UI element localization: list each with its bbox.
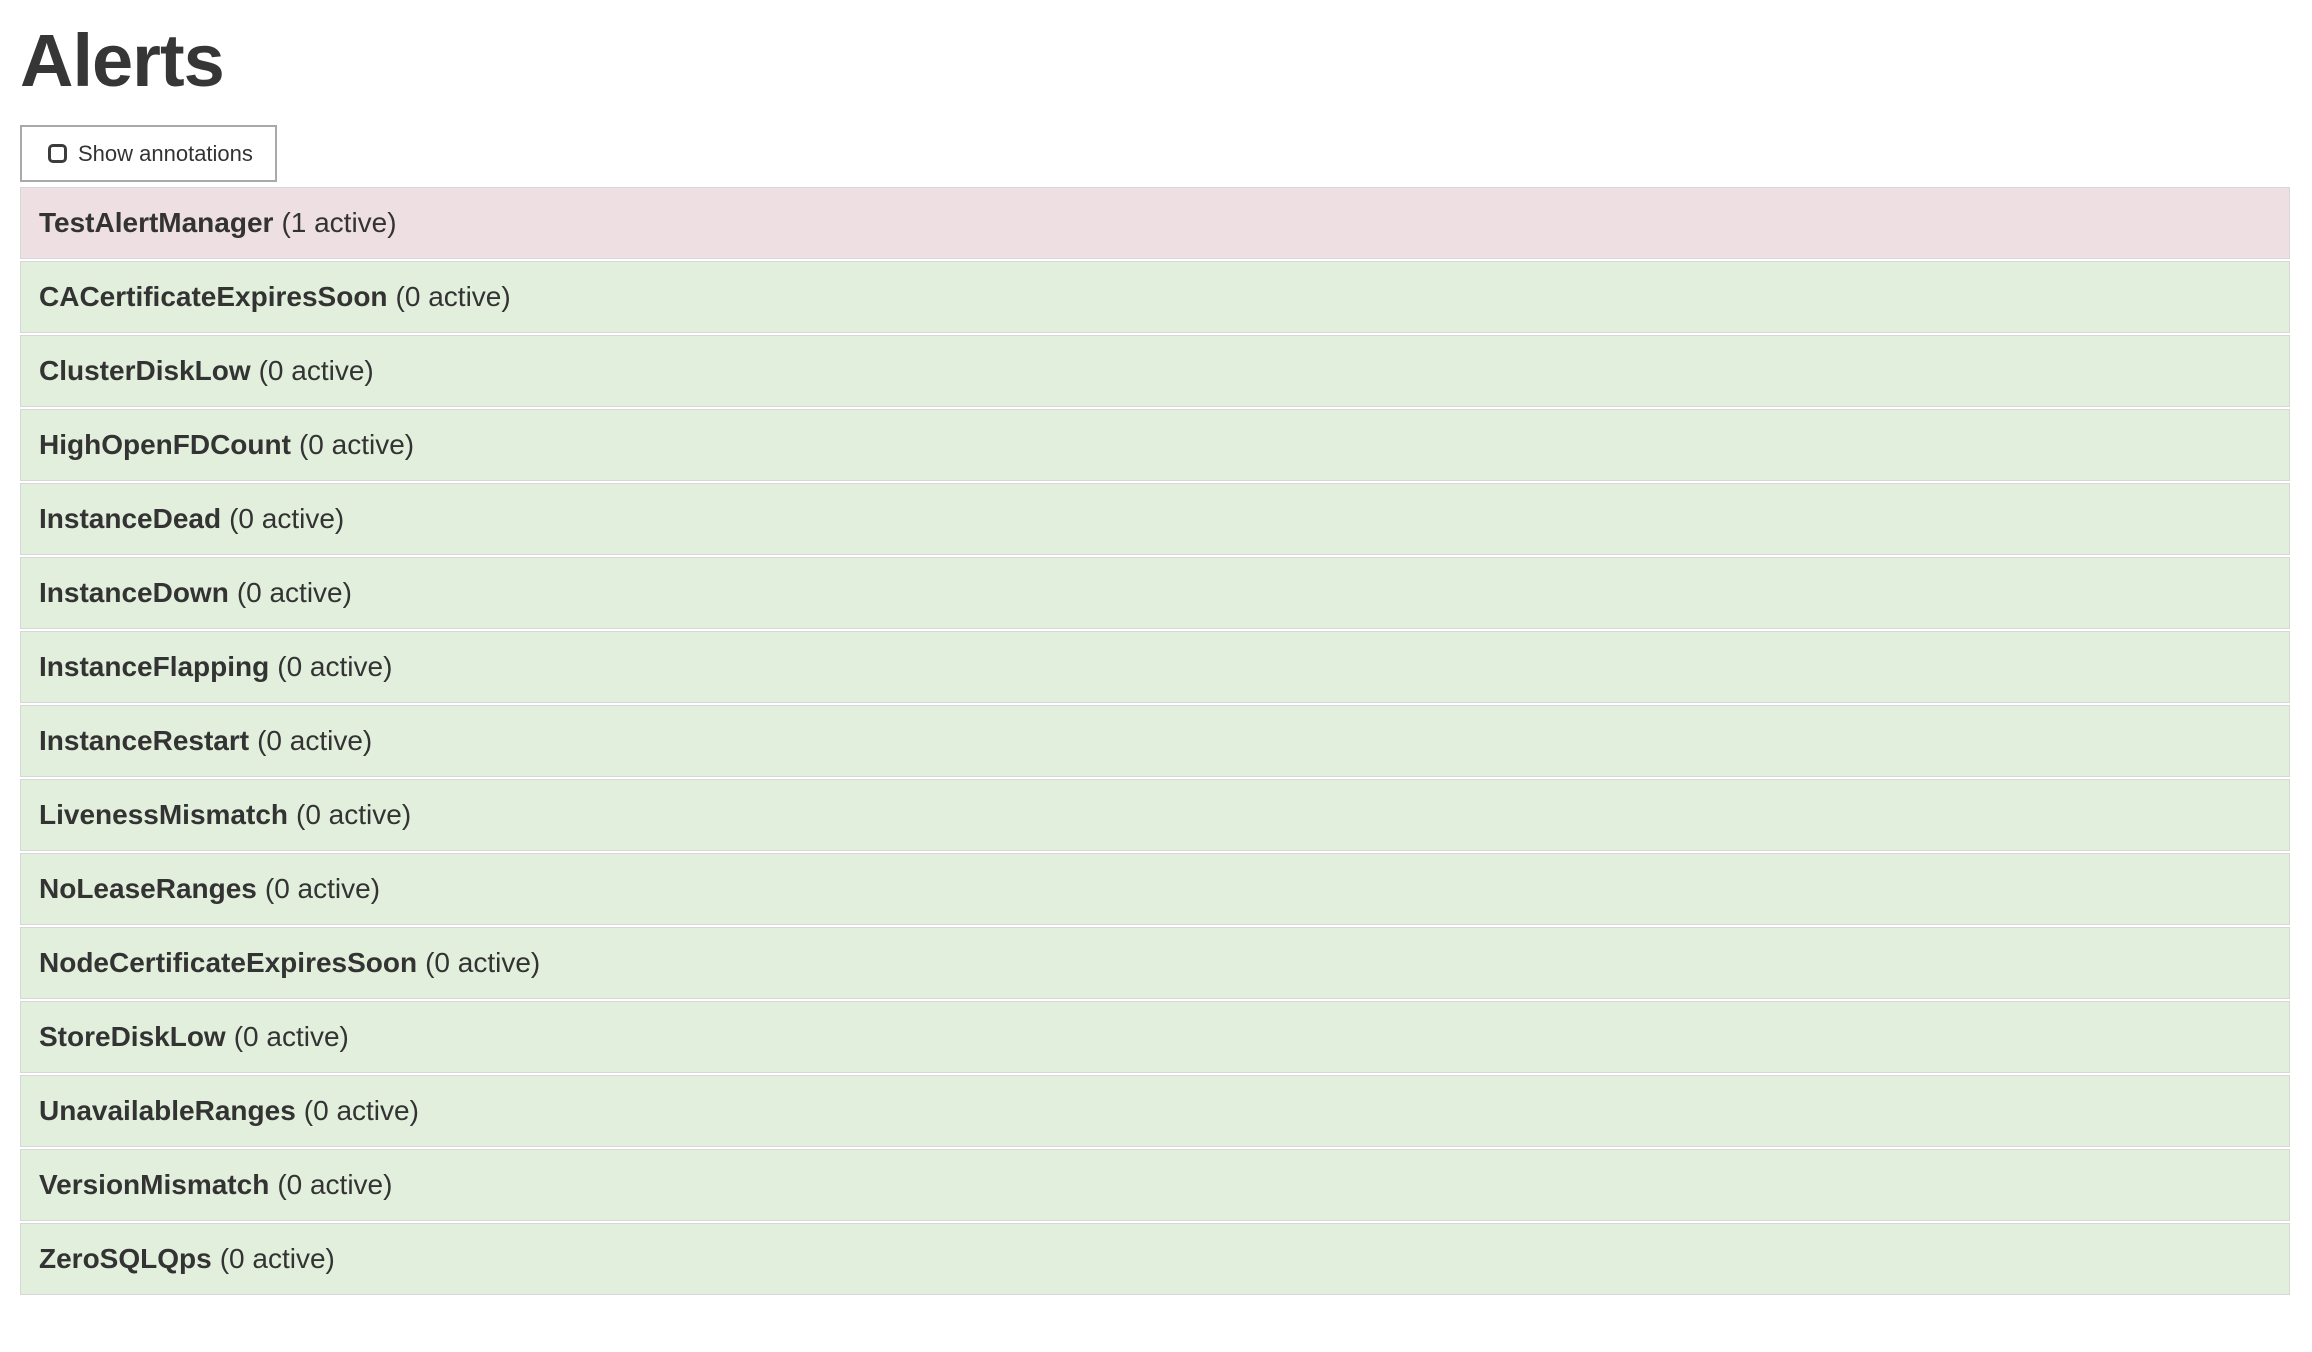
alert-count: (0 active): [264, 873, 381, 905]
alert-count: (0 active): [425, 947, 541, 979]
alert-count: (1 active): [281, 207, 397, 239]
alert-count: (0 active): [258, 355, 374, 387]
alert-row[interactable]: StoreDiskLow (0 active): [20, 1001, 2290, 1074]
alert-row[interactable]: HighOpenFDCount (0 active): [20, 409, 2290, 482]
checkbox-icon[interactable]: [48, 144, 67, 164]
alert-name: NodeCertificateExpiresSoon: [39, 947, 418, 979]
alert-row[interactable]: InstanceRestart (0 active): [20, 705, 2290, 778]
alert-count: (0 active): [277, 1169, 393, 1201]
alert-name: LivenessMismatch: [39, 799, 288, 831]
alert-name: InstanceDead: [39, 503, 222, 535]
alert-count: (0 active): [296, 799, 412, 831]
alert-count: (0 active): [236, 577, 352, 609]
alert-row[interactable]: ClusterDiskLow (0 active): [20, 335, 2290, 408]
alert-row[interactable]: ZeroSQLQps (0 active): [20, 1223, 2290, 1296]
alert-name: ZeroSQLQps: [39, 1243, 212, 1275]
alert-row[interactable]: TestAlertManager (1 active): [20, 187, 2290, 260]
alert-count: (0 active): [303, 1095, 419, 1127]
alert-row[interactable]: VersionMismatch (0 active): [20, 1149, 2290, 1222]
show-annotations-button[interactable]: Show annotations: [20, 125, 277, 183]
alert-count: (0 active): [219, 1243, 335, 1275]
page-title: Alerts: [20, 19, 225, 102]
alerts-list: TestAlertManager (1 active) CACertificat…: [20, 187, 2290, 1296]
alert-row[interactable]: UnavailableRanges (0 active): [20, 1075, 2290, 1148]
alert-row[interactable]: InstanceDown (0 active): [20, 557, 2290, 630]
alerts-page: Alerts Show annotations TestAlertManager…: [0, 19, 2312, 1296]
alert-row[interactable]: NoLeaseRanges (0 active): [20, 853, 2290, 926]
alert-count: (0 active): [298, 429, 415, 461]
alert-row[interactable]: NodeCertificateExpiresSoon (0 active): [20, 927, 2290, 1000]
alert-row[interactable]: InstanceFlapping (0 active): [20, 631, 2290, 704]
alert-name: ClusterDiskLow: [39, 355, 251, 387]
alert-row[interactable]: LivenessMismatch (0 active): [20, 779, 2290, 852]
alert-count: (0 active): [395, 281, 511, 313]
show-annotations-label: Show annotations: [78, 140, 253, 166]
alert-name: InstanceDown: [39, 577, 229, 609]
alert-name: InstanceRestart: [39, 725, 250, 757]
alert-name: UnavailableRanges: [39, 1095, 296, 1127]
alert-name: InstanceFlapping: [39, 651, 270, 683]
alert-name: HighOpenFDCount: [39, 429, 291, 461]
alert-count: (0 active): [277, 651, 393, 683]
alert-name: CACertificateExpiresSoon: [39, 281, 388, 313]
alert-row[interactable]: InstanceDead (0 active): [20, 483, 2290, 556]
alert-count: (0 active): [257, 725, 373, 757]
alert-name: TestAlertManager: [39, 207, 274, 239]
alert-count: (0 active): [233, 1021, 349, 1053]
alert-count: (0 active): [229, 503, 345, 535]
alert-name: VersionMismatch: [39, 1169, 270, 1201]
alert-row[interactable]: CACertificateExpiresSoon (0 active): [20, 261, 2290, 334]
alert-name: NoLeaseRanges: [39, 873, 257, 905]
alert-name: StoreDiskLow: [39, 1021, 226, 1053]
